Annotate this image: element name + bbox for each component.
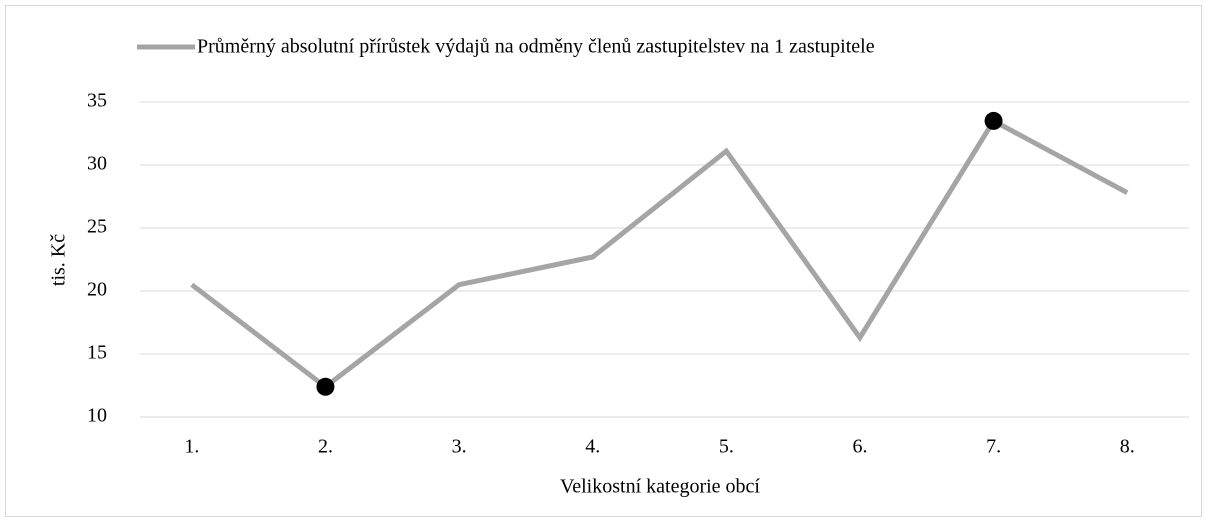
highlight-marker	[984, 111, 1003, 130]
x-tick-label: 5.	[719, 436, 734, 458]
x-tick-label: 7.	[986, 436, 1001, 458]
y-tick-label: 15	[87, 342, 107, 364]
y-tick-label: 20	[87, 279, 107, 301]
y-axis-title: tis. Kč	[48, 234, 70, 286]
x-tick-label: 3.	[452, 436, 467, 458]
x-axis-title: Velikostní kategorie obcí	[560, 476, 760, 498]
x-tick-label: 1.	[184, 436, 199, 458]
data-line	[190, 117, 1129, 390]
y-tick-label: 25	[87, 216, 107, 238]
chart-border	[5, 5, 1202, 517]
y-tick-label: 10	[87, 405, 107, 427]
x-tick-label: 6.	[852, 436, 867, 458]
x-tick-label: 2.	[318, 436, 333, 458]
highlight-marker	[316, 377, 335, 396]
x-tick-label: 8.	[1120, 436, 1135, 458]
y-tick-label: 30	[87, 153, 107, 175]
legend-label: Průměrný absolutní přírůstek výdajů na o…	[197, 36, 875, 58]
x-tick-label: 4.	[585, 436, 600, 458]
y-tick-label: 35	[87, 90, 107, 112]
